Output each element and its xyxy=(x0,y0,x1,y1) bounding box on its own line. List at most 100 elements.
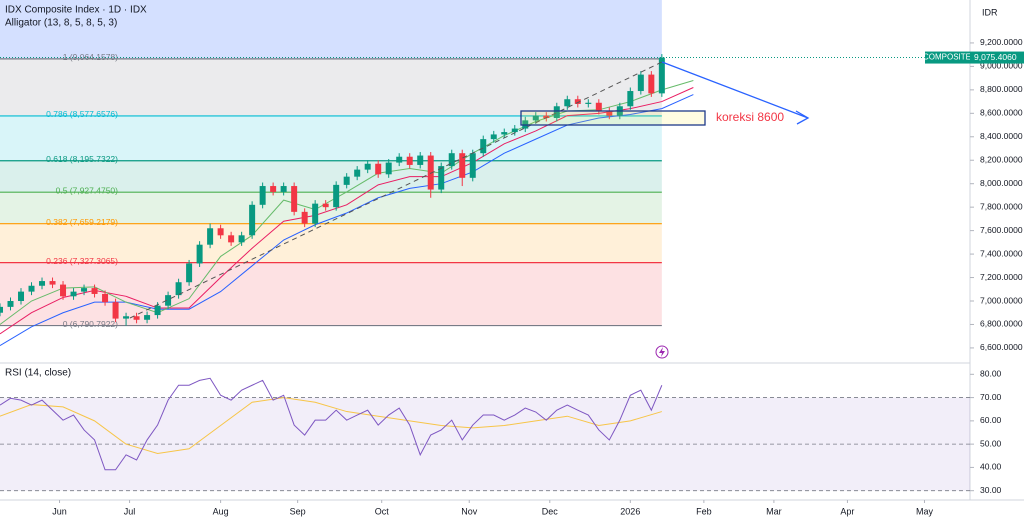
candle-body xyxy=(154,305,161,316)
candle-body xyxy=(480,139,487,154)
x-tick-label: May xyxy=(916,506,934,516)
candle-body xyxy=(627,91,634,107)
fib-band xyxy=(0,262,662,326)
candle-body xyxy=(249,204,256,236)
rsi-title: RSI (14, close) xyxy=(5,368,71,379)
candles xyxy=(0,54,665,326)
last-price-name-box xyxy=(925,51,970,64)
x-tick-label: Oct xyxy=(375,506,390,516)
candle-body xyxy=(301,211,308,224)
candle-body xyxy=(280,186,287,192)
candle-body xyxy=(375,163,382,175)
y-tick-label: 8,200.0000 xyxy=(980,154,1023,164)
chart-title: IDX Composite Index · 1D · IDX xyxy=(5,5,147,16)
candle-body xyxy=(259,186,266,205)
candle-body xyxy=(186,263,193,283)
candle-body xyxy=(0,306,3,313)
annotation: koreksi 8600 xyxy=(716,110,784,124)
candle-body xyxy=(238,235,245,243)
candle-body xyxy=(490,134,497,140)
target-box xyxy=(520,110,706,126)
candle-body xyxy=(81,288,88,292)
candle-body xyxy=(427,155,434,190)
y-tick-label: 6,600.0000 xyxy=(980,342,1023,352)
candle-body xyxy=(396,156,403,163)
candle-body xyxy=(364,163,371,170)
x-tick-label: Sep xyxy=(290,506,306,516)
candle-body xyxy=(60,284,67,297)
y-tick-label: 7,400.0000 xyxy=(980,248,1023,258)
x-tick-label: Aug xyxy=(213,506,229,516)
alligator-line xyxy=(0,87,694,335)
candle-body xyxy=(459,153,466,178)
candle-body xyxy=(385,162,392,175)
fib-band xyxy=(0,160,662,193)
x-tick-label: Apr xyxy=(840,506,854,516)
candle-body xyxy=(595,102,602,111)
y-tick-label: 9,000.0000 xyxy=(980,61,1023,71)
x-tick-label: Mar xyxy=(766,506,782,516)
candle-body xyxy=(532,115,539,121)
candle-body xyxy=(175,282,182,296)
candle-body xyxy=(112,302,119,319)
candle-body xyxy=(553,106,560,119)
candle-body xyxy=(448,153,455,167)
candle-body xyxy=(574,99,581,104)
candle-body xyxy=(102,293,109,303)
x-tick-label: Feb xyxy=(696,506,712,516)
fib-label: 0.786 (8,577.6576) xyxy=(46,109,118,119)
candle-body xyxy=(511,128,518,133)
candle-body xyxy=(39,281,46,286)
candle-body xyxy=(606,110,613,116)
candle-body xyxy=(49,281,56,285)
candle-body xyxy=(70,291,77,297)
y-tick-label: 8,600.0000 xyxy=(980,108,1023,118)
fib-label: 0 (6,790.7922) xyxy=(63,319,118,329)
candle-body xyxy=(501,132,508,135)
y-tick-label: 8,000.0000 xyxy=(980,178,1023,188)
rsi-line xyxy=(0,377,663,471)
candle-body xyxy=(123,316,130,319)
candle-body xyxy=(406,156,413,165)
x-tick-label: Nov xyxy=(461,506,478,516)
candle-body xyxy=(322,203,329,208)
fib-extension-band xyxy=(0,0,662,59)
y-tick-label: 7,000.0000 xyxy=(980,295,1023,305)
candle-body xyxy=(28,285,35,292)
last-price-box xyxy=(970,51,1024,64)
candle-body xyxy=(333,184,340,208)
candle-body xyxy=(312,203,319,224)
candle-body xyxy=(133,316,140,320)
arrow xyxy=(661,61,809,119)
candle-body xyxy=(354,169,361,177)
x-tick-label: Jun xyxy=(52,506,67,516)
candle-body xyxy=(196,244,203,264)
x-tick-label: Jul xyxy=(124,506,136,516)
fibonacci: 1 (9,064.1578)0.786 (8,577.6576)0.618 (8… xyxy=(0,0,662,329)
fib-label: 0.236 (7,327.3065) xyxy=(46,256,118,266)
candle-body xyxy=(564,99,571,107)
candle-body xyxy=(343,176,350,185)
candle-body xyxy=(658,57,665,94)
candle-body xyxy=(7,301,14,307)
y-tick-label: 8,400.0000 xyxy=(980,131,1023,141)
candle-body xyxy=(91,288,98,294)
candle-body xyxy=(585,102,592,104)
candle-body xyxy=(438,166,445,190)
y-tick-label: 7,200.0000 xyxy=(980,272,1023,282)
candle-body xyxy=(270,186,277,192)
y-tick-label: 6,800.0000 xyxy=(980,319,1023,329)
candle-body xyxy=(144,315,151,320)
currency: IDR xyxy=(982,7,998,17)
x-tick-label: 2026 xyxy=(620,506,640,516)
fib-label: 0.5 (7,927.4750) xyxy=(56,185,119,195)
fib-band xyxy=(0,58,662,116)
candle-body xyxy=(417,155,424,165)
y-tick-label: 7,600.0000 xyxy=(980,225,1023,235)
last-price-name: COMPOSITE xyxy=(923,53,971,62)
candle-body xyxy=(165,295,172,306)
fib-band xyxy=(0,223,662,263)
y-tick-label: 60.00 xyxy=(980,415,1002,425)
fib-label: 0.382 (7,659.2179) xyxy=(46,217,118,227)
